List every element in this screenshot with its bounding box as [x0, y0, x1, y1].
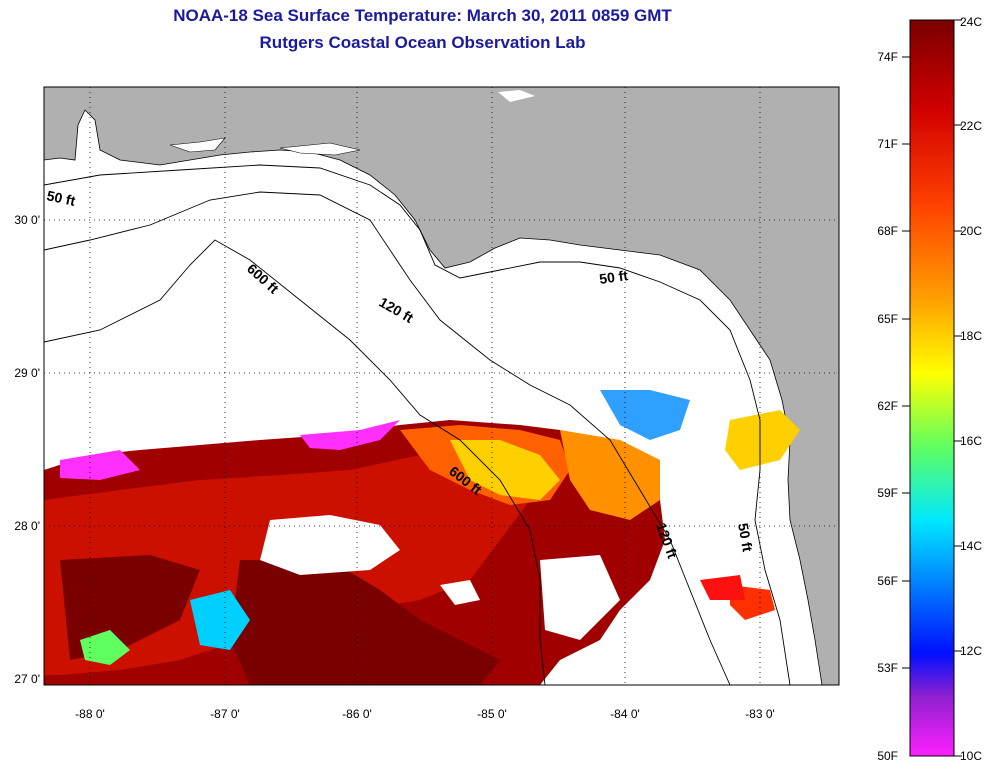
lon-label: -87 0' [210, 707, 240, 721]
colorbar-label-f: 62F [877, 399, 898, 413]
contour-label: 50 ft [45, 187, 77, 209]
bay-shape [169, 137, 226, 153]
colorbar-label-c: 16C [960, 434, 982, 448]
contour-label: 50 ft [735, 522, 756, 553]
lat-label: 30 0' [14, 213, 40, 227]
colorbar-label-f: 59F [877, 486, 898, 500]
lon-label: -86 0' [342, 707, 372, 721]
lon-label: -88 0' [75, 707, 105, 721]
lake-shape [498, 90, 535, 102]
colorbar-label-f: 56F [877, 574, 898, 588]
contour-label: 50 ft [598, 267, 629, 287]
colorbar-label-f: 65F [877, 312, 898, 326]
colorbar [909, 19, 955, 757]
lon-label: -85 0' [477, 707, 507, 721]
contour-120ft [44, 191, 731, 685]
colorbar-label-c: 12C [960, 644, 982, 658]
colorbar-label-c: 18C [960, 329, 982, 343]
lat-label: 28 0' [14, 519, 40, 533]
colorbar-label-c: 24C [960, 15, 982, 29]
lon-label: -84 0' [610, 707, 640, 721]
contour-600ft [44, 239, 546, 685]
colorbar-label-c: 22C [960, 119, 982, 133]
lat-label: 29 0' [14, 366, 40, 380]
map-subtitle: Rutgers Coastal Ocean Observation Lab [259, 33, 586, 52]
colorbar-label-f: 53F [877, 661, 898, 675]
colorbar-ticks [902, 19, 962, 757]
colorbar-label-f: 74F [877, 50, 898, 64]
colorbar-label-c: 20C [960, 224, 982, 238]
map-title: NOAA-18 Sea Surface Temperature: March 3… [173, 6, 672, 25]
contour-50ft [44, 164, 791, 685]
bay-shape [279, 142, 361, 156]
lat-label: 27 0' [14, 672, 40, 686]
lon-label: -83 0' [745, 707, 775, 721]
sst-data [44, 390, 800, 685]
land-mass [44, 87, 839, 685]
map-border [43, 86, 840, 686]
colorbar-label-f: 68F [877, 224, 898, 238]
colorbar-label-c: 14C [960, 539, 982, 553]
colorbar-label-f: 50F [877, 749, 898, 763]
colorbar-label-f: 71F [877, 137, 898, 151]
colorbar-label-c: 10C [960, 749, 982, 763]
